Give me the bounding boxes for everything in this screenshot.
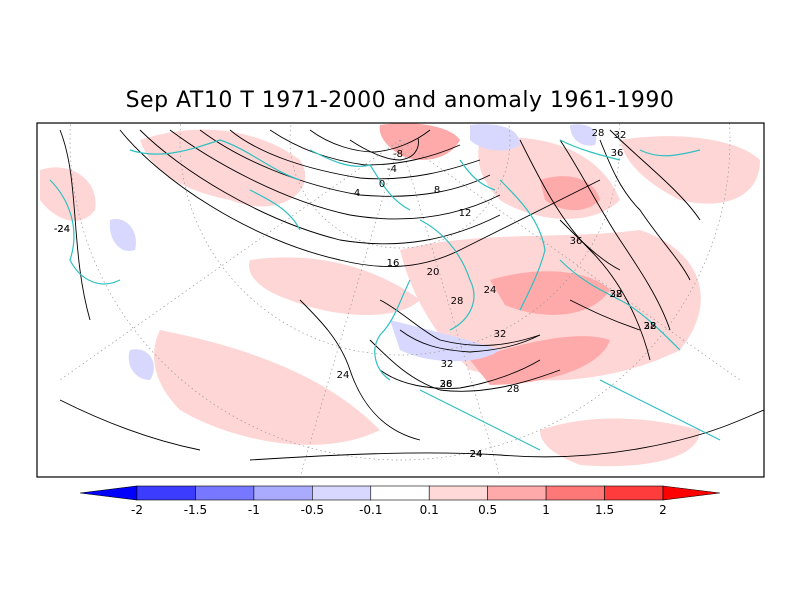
colorbar-box: [136, 485, 196, 501]
colorbar-tick-labels: -2 -1.5 -1 -0.5 -0.1 0.1 0.5 1 1.5 2: [131, 503, 667, 517]
contour-label: 28: [440, 379, 453, 390]
colorbar-box: [253, 485, 313, 501]
colorbar-tick-label: -0.1: [359, 503, 382, 517]
colorbar-arrow-left: [79, 485, 138, 501]
map-field: -24-8-4048121620242832362832362832282824…: [37, 123, 764, 477]
colorbar-box: [312, 485, 372, 501]
contour-label: 36: [570, 236, 583, 247]
negative-anomaly-shading: [109, 124, 597, 380]
contour-label: 28: [592, 128, 605, 139]
contour-label: 28: [507, 384, 520, 395]
colorbar: [79, 485, 721, 501]
contour-label: 36: [440, 379, 453, 390]
map-title: Sep AT10 T 1971-2000 and anomaly 1961-19…: [125, 88, 675, 113]
colorbar-tick-label: -1.5: [184, 503, 207, 517]
contour-label: -24: [54, 224, 70, 235]
contour-label: 32: [494, 329, 507, 340]
contour-label: 4: [354, 188, 360, 199]
contour-label: -24: [54, 224, 70, 235]
colorbar-tick-label: -2: [131, 503, 143, 517]
contour-label: 20: [427, 267, 440, 278]
colorbar-tick-label: 0.1: [420, 503, 439, 517]
colorbar-box: [428, 485, 488, 501]
colorbar-tick-label: 2: [659, 503, 667, 517]
contour-label: -8: [393, 149, 403, 160]
strong-positive-anomaly-shading: [379, 123, 610, 385]
contour-label: 28: [610, 289, 623, 300]
colorbar-box: [545, 485, 605, 501]
contour-label: 24: [470, 449, 483, 460]
contour-label: 12: [459, 208, 472, 219]
contour-label: 24: [484, 285, 497, 296]
colorbar-tick-label: -0.5: [301, 503, 324, 517]
contour-label: 28: [644, 321, 657, 332]
colorbar-arrow-right: [662, 485, 721, 501]
colorbar-tick-label: 1.5: [595, 503, 614, 517]
temperature-contours: [59, 129, 764, 461]
contour-label: 32: [644, 321, 657, 332]
contour-label: -4: [387, 164, 397, 175]
contour-label: 28: [451, 296, 464, 307]
contour-label: 32: [614, 130, 627, 141]
coastlines: [49, 139, 721, 451]
colorbar-tick-label: 0.5: [478, 503, 497, 517]
contour-label: 24: [470, 449, 483, 460]
contour-label: 16: [387, 258, 400, 269]
colorbar-box: [604, 485, 664, 501]
contour-label: 32: [610, 289, 623, 300]
colorbar-box: [370, 485, 430, 501]
colorbar-box: [195, 485, 255, 501]
colorbar-tick-label: -1: [248, 503, 260, 517]
contour-label: 8: [434, 185, 440, 196]
colorbar-box: [487, 485, 547, 501]
contour-labels: -24-8-4048121620242832362832362832282824…: [54, 128, 657, 460]
contour-label: 32: [441, 359, 454, 370]
contour-label: 0: [379, 179, 385, 190]
map-frame: [36, 122, 765, 478]
contour-label: 24: [337, 370, 350, 381]
contour-label: 36: [611, 148, 624, 159]
colorbar-tick-label: 1: [542, 503, 550, 517]
